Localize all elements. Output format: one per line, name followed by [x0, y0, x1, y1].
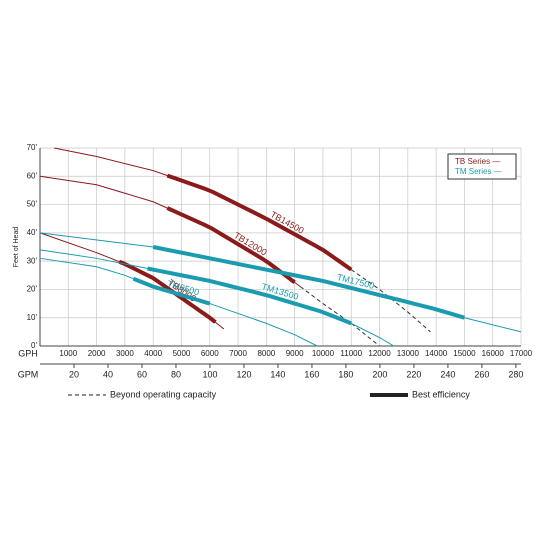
x2-tick-label: 180 [338, 369, 353, 379]
x-axis-label: GPH [18, 348, 38, 358]
x-tick-label: 9000 [286, 349, 304, 358]
x2-tick-label: 240 [440, 369, 455, 379]
x2-tick-label: 20 [69, 369, 79, 379]
y-tick-label: 30' [27, 256, 38, 265]
x-tick-label: 5000 [173, 349, 191, 358]
best-efficiency [132, 276, 211, 306]
x2-tick-label: 140 [270, 369, 285, 379]
y-axis-label: Feet of Head [13, 227, 20, 268]
x-tick-label: 13000 [397, 349, 420, 358]
y-tick-label: 10' [27, 313, 38, 322]
key-label: Beyond operating capacity [110, 389, 217, 399]
legend-label: TB Series — [455, 157, 500, 166]
x-tick-label: 16000 [482, 349, 505, 358]
best-efficiency [152, 245, 465, 320]
y-tick-label: 0' [31, 341, 37, 350]
best-efficiency [166, 173, 353, 272]
y-tick-label: 40' [27, 228, 38, 237]
x-tick-label: 8000 [257, 349, 275, 358]
best-efficiency [118, 259, 217, 324]
x-tick-label: 3000 [116, 349, 134, 358]
curve [39, 232, 522, 333]
x2-tick-label: 220 [406, 369, 421, 379]
legend-label: TM Series — [455, 167, 502, 176]
curve [54, 147, 352, 271]
legend-box [447, 153, 517, 180]
x-tick-label: 4000 [144, 349, 162, 358]
x2-tick-label: 80 [171, 369, 181, 379]
x2-tick-label: 200 [372, 369, 387, 379]
y-tick-label: 50' [27, 200, 38, 209]
x-tick-label: 10000 [312, 349, 335, 358]
curve [39, 232, 225, 330]
x-tick-label: 14000 [425, 349, 448, 358]
y-tick-label: 60' [27, 171, 38, 180]
x2-tick-label: 60 [137, 369, 147, 379]
key-label: Best efficiency [412, 389, 470, 399]
x2-tick-label: 100 [202, 369, 217, 379]
x-tick-label: 6000 [201, 349, 219, 358]
x2-tick-label: 120 [236, 369, 251, 379]
x2-tick-label: 40 [103, 369, 113, 379]
curve-beyond-capacity [350, 269, 431, 333]
x-tick-label: 15000 [453, 349, 476, 358]
curve-beyond-capacity [300, 286, 380, 347]
best-efficiency [166, 206, 296, 284]
x2-tick-label: 280 [508, 369, 523, 379]
x-tick-label: 2000 [88, 349, 106, 358]
y-tick-label: 70' [27, 143, 38, 152]
x-tick-label: 7000 [229, 349, 247, 358]
y-tick-label: 20' [27, 285, 38, 294]
x2-axis-label: GPM [18, 369, 39, 379]
x2-tick-label: 260 [474, 369, 489, 379]
x2-tick-label: 160 [304, 369, 319, 379]
x-tick-label: 1000 [59, 349, 77, 358]
x-tick-label: 11000 [340, 349, 362, 358]
x-tick-label: 12000 [368, 349, 391, 358]
best-efficiency [147, 266, 352, 326]
x-tick-label: 17000 [510, 349, 533, 358]
